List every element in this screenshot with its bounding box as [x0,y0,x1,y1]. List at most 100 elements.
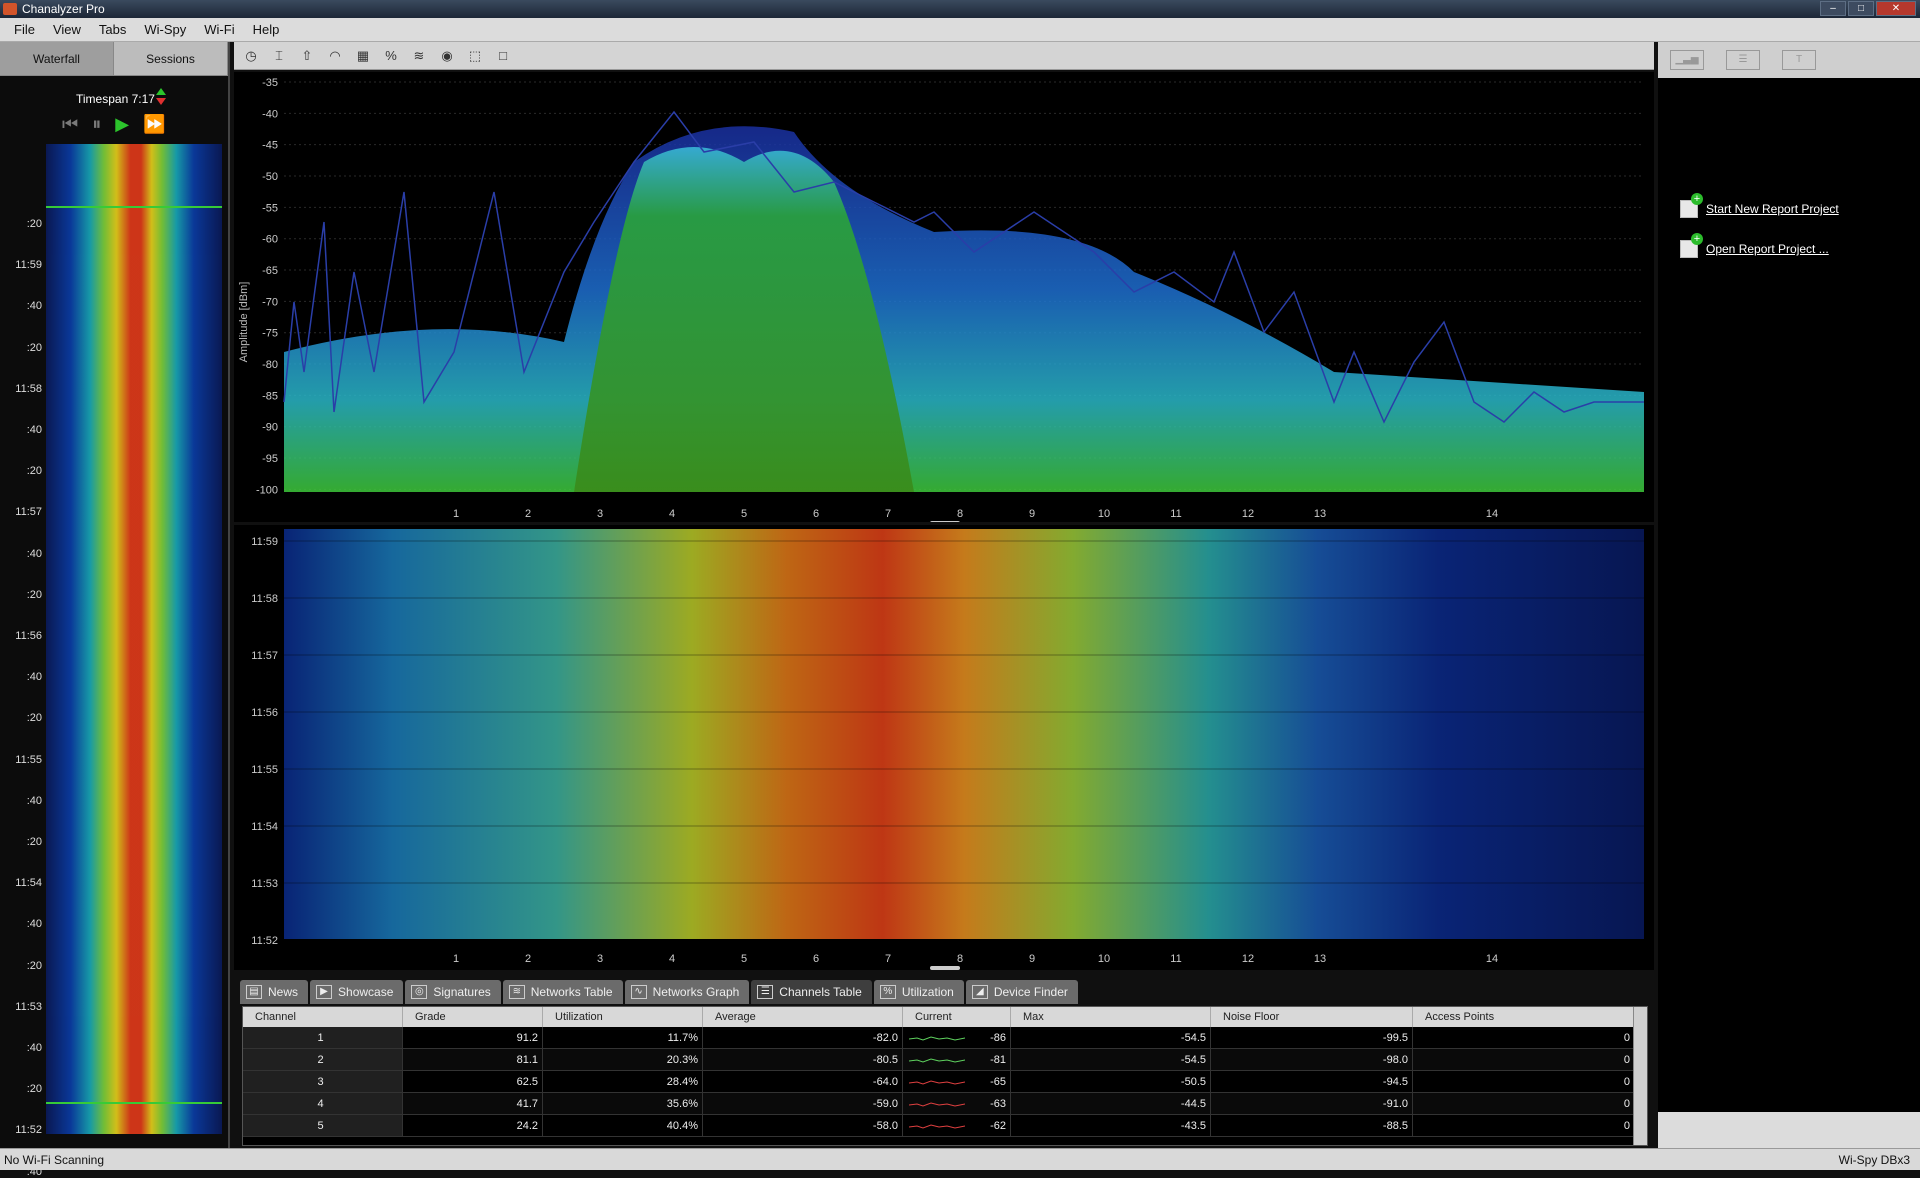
density-icon[interactable]: ▦ [356,47,370,63]
window-icon[interactable]: □ [499,48,507,63]
mini-waterfall-top-marker[interactable] [46,206,222,208]
mini-waterfall[interactable] [46,144,222,1134]
open-report-link[interactable]: Open Report Project ... [1680,233,1829,258]
tab-news[interactable]: ▤ News [240,980,309,1004]
table-body: 1 91.2 11.7% -82.0 -86 -54.5 -99.5 0 2 81.1 20.3% -… [243,1027,1647,1137]
table-view-icon[interactable]: ☰ [1726,50,1760,70]
fast-forward-icon[interactable]: ⏩ [143,114,166,134]
mini-time-label: :40 [26,547,42,560]
marker-icon[interactable]: ⌶ [275,47,283,63]
table-scrollbar[interactable] [1633,1007,1647,1145]
col-current[interactable]: Current [903,1007,1011,1027]
waterfall-y-tick: 11:55 [251,764,278,776]
menu-tabs[interactable]: Tabs [98,22,127,37]
spectrum-y-tick: -70 [262,296,278,308]
cell-channel: 2 [243,1049,403,1070]
timespan-down-icon[interactable] [156,98,166,105]
news-icon: ▤ [246,985,262,999]
col-max[interactable]: Max [1011,1007,1211,1027]
cell-noise-floor: -94.5 [1211,1071,1413,1092]
mini-time-label: 11:57 [15,506,42,519]
waterfall-x-tick: 6 [813,953,819,965]
menu-wispy[interactable]: Wi-Spy [144,22,187,37]
tab-showcase[interactable]: ▶ Showcase [310,980,404,1004]
spectrum-x-tick: 1 [453,508,459,520]
cell-channel: 5 [243,1115,403,1136]
tab-signatures[interactable]: ◎ Signatures [405,980,501,1004]
waterfall-x-tick: 4 [669,953,675,965]
spectrum-x-tick: 5 [741,508,747,520]
current-value: -86 [990,1031,1006,1044]
spectrum-x-tick: 4 [669,508,675,520]
percent-icon[interactable]: % [385,48,397,63]
spectrum-y-tick: -95 [262,453,278,465]
tab-channels-table[interactable]: ☰ Channels Table [751,980,872,1004]
spectrum-y-tick: -45 [262,140,278,152]
cell-current: -63 [903,1093,1011,1114]
splitter-handle[interactable] [930,521,960,525]
graph-toolbar: ◷ ⌶ ⇧ ◠ ▦ % ≋ ◉ ⬚ □ [234,42,1654,70]
waterfall-graph[interactable]: 11:59 11:58 11:57 11:56 11:55 11:54 11:53 11:52… [234,525,1654,970]
waterfall-svg: 11:59 11:58 11:57 11:56 11:55 11:54 11:53 11:52… [251,529,1644,970]
spectrum-x-tick: 13 [1314,508,1326,520]
tab-sessions[interactable]: Sessions [114,42,228,75]
skip-back-icon[interactable]: ⏮ [62,114,79,134]
menu-file[interactable]: File [14,22,35,37]
spectrum-graph[interactable]: -35 -40 -45 -50 -55 -60 -65 -70 -75 -80 -85 -90 -95 -… [234,72,1654,525]
col-access-points[interactable]: Access Points [1413,1007,1635,1027]
gauge-icon[interactable]: ◠ [329,47,341,63]
col-noise-floor[interactable]: Noise Floor [1211,1007,1413,1027]
table-row[interactable]: 5 24.2 40.4% -58.0 -62 -43.5 -88.5 0 [243,1115,1647,1137]
spectrum-envelope [284,126,1644,493]
upload-icon[interactable]: ⇧ [301,47,313,63]
tab-networks-table[interactable]: ≋ Networks Table [502,980,623,1004]
table-row[interactable]: 1 91.2 11.7% -82.0 -86 -54.5 -99.5 0 [243,1027,1647,1049]
start-new-report-link[interactable]: Start New Report Project [1680,193,1839,218]
spectrum-x-tick: 6 [813,508,819,520]
wifi-icon[interactable]: ≋ [413,47,425,63]
table-row[interactable]: 2 81.1 20.3% -80.5 -81 -54.5 -98.0 0 [243,1049,1647,1071]
col-utilization[interactable]: Utilization [543,1007,703,1027]
minimize-button[interactable]: – [1820,1,1846,16]
current-value: -81 [990,1053,1006,1066]
app-icon [3,3,17,15]
splitter-handle-bottom[interactable] [930,966,960,970]
spectrum-svg: -35 -40 -45 -50 -55 -60 -65 -70 -75 -80 -85 -90 -95 -… [238,77,1644,525]
mini-time-label: :20 [26,341,42,354]
cell-access-points: 0 [1413,1071,1635,1092]
col-grade[interactable]: Grade [403,1007,543,1027]
clock-icon[interactable]: ◷ [245,47,257,63]
waterfall-y-tick: 11:53 [251,878,278,890]
table-row[interactable]: 4 41.7 35.6% -59.0 -63 -44.5 -91.0 0 [243,1093,1647,1115]
cell-grade: 62.5 [403,1071,543,1092]
table-row[interactable]: 3 62.5 28.4% -64.0 -65 -50.5 -94.5 0 [243,1071,1647,1093]
spectrum-x-tick: 8 [957,508,963,520]
mini-time-label: :20 [26,1083,42,1096]
tab-utilization[interactable]: % Utilization [873,980,964,1004]
spectrum-x-tick: 11 [1170,508,1181,520]
current-value: -65 [990,1075,1006,1088]
current-value: -63 [990,1097,1006,1110]
tab-networks-graph[interactable]: ∿ Networks Graph [624,980,750,1004]
play-icon[interactable]: ▶ [115,114,130,134]
broadcast-icon[interactable]: ◉ [441,47,453,63]
mini-waterfall-bottom-marker[interactable] [46,1102,222,1104]
maximize-button[interactable]: □ [1848,1,1874,16]
select-icon[interactable]: ⬚ [468,47,482,63]
menu-view[interactable]: View [52,22,81,37]
menu-help[interactable]: Help [252,22,280,37]
menu-wifi[interactable]: Wi-Fi [204,22,235,37]
close-button[interactable]: ✕ [1876,1,1916,16]
text-view-icon[interactable]: T [1782,50,1816,70]
spectrum-view-icon[interactable]: ▁▃▅ [1670,50,1704,70]
tab-waterfall[interactable]: Waterfall [0,42,114,75]
cell-max: -50.5 [1011,1071,1211,1092]
col-channel[interactable]: Channel [243,1007,403,1027]
tab-device-finder[interactable]: ◢ Device Finder [965,980,1078,1004]
max-hold-trace [283,110,1644,424]
cell-access-points: 0 [1413,1049,1635,1070]
pause-icon[interactable]: ⏸ [92,114,102,134]
timespan-up-icon[interactable] [156,88,166,95]
col-average[interactable]: Average [703,1007,903,1027]
cell-grade: 24.2 [403,1115,543,1136]
